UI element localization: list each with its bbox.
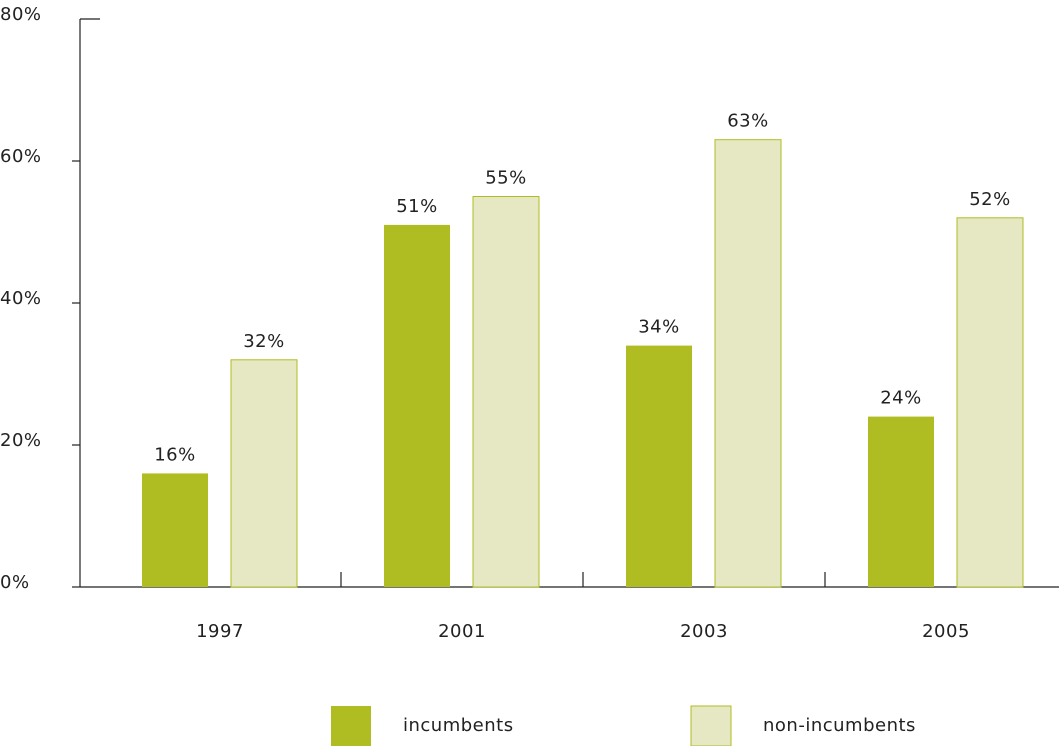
bar bbox=[384, 224, 450, 587]
bar bbox=[230, 359, 298, 588]
x-tick-label: 1997 bbox=[196, 621, 244, 642]
y-tick-label: 0% bbox=[0, 572, 30, 593]
bar bbox=[714, 139, 782, 588]
value-label: 51% bbox=[396, 196, 438, 217]
x-tick-label: 2003 bbox=[680, 621, 728, 642]
y-tick-label: 60% bbox=[0, 146, 42, 167]
legend-swatch bbox=[331, 706, 371, 746]
legend-label: non-incumbents bbox=[763, 715, 916, 736]
x-tick-label: 2001 bbox=[438, 621, 486, 642]
bar bbox=[472, 196, 540, 588]
value-label: 16% bbox=[154, 444, 196, 465]
y-tick-label: 80% bbox=[0, 4, 42, 25]
value-label: 63% bbox=[727, 111, 769, 132]
bar bbox=[142, 473, 208, 587]
value-label: 24% bbox=[880, 388, 922, 409]
bar bbox=[868, 416, 934, 587]
value-label: 34% bbox=[638, 317, 680, 338]
value-label: 32% bbox=[243, 331, 285, 352]
x-tick-label: 2005 bbox=[922, 621, 970, 642]
legend-swatch bbox=[690, 705, 732, 746]
y-tick-label: 20% bbox=[0, 430, 42, 451]
legend-label: incumbents bbox=[403, 715, 514, 736]
bar bbox=[956, 217, 1024, 588]
value-label: 52% bbox=[969, 189, 1011, 210]
y-tick-label: 40% bbox=[0, 288, 42, 309]
value-label: 55% bbox=[485, 168, 527, 189]
bar bbox=[626, 345, 692, 587]
